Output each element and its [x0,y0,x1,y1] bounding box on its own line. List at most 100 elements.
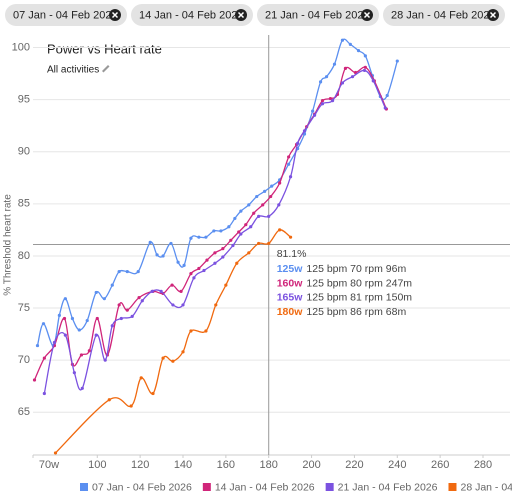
data-point [41,322,46,326]
data-point [237,230,241,234]
data-point [189,272,193,276]
legend-label: 28 Jan - 04 Feb 2026 [460,481,512,493]
legend-label: 07 Jan - 04 Feb 2026 [92,481,192,493]
data-point [151,391,155,396]
tooltip-power: 125w [277,263,304,275]
legend-swatch [202,483,211,491]
data-point [110,324,114,328]
data-point [181,350,185,354]
data-point [252,211,256,215]
tooltip-detail: 125 bpm 80 rpm 247m [306,277,412,289]
data-point [171,359,175,363]
data-point [79,353,84,357]
data-point [288,235,293,239]
chip-close-x [363,11,371,19]
data-point [350,75,355,79]
data-point [136,269,140,274]
data-point [244,223,248,227]
legend-item[interactable]: 14 Jan - 04 Feb 2026 [202,481,315,493]
x-tick-label: 140 [174,459,192,471]
data-point [189,236,193,240]
chip-label: 14 Jan - 04 Feb 2026 [139,9,244,21]
data-point [181,303,185,307]
chip-close-x [489,11,497,19]
data-point [320,99,325,103]
data-point [229,238,233,242]
chip-bg [131,4,253,26]
data-point [137,296,141,300]
data-point [288,175,293,179]
chip-label: 21 Jan - 04 Feb 2026 [265,9,370,21]
legend-item[interactable]: 28 Jan - 04 Feb 2026 [448,481,512,493]
chip-label: 28 Jan - 04 Feb 2026 [391,9,496,21]
tooltip-detail: 125 bpm 70 rpm 96m [306,263,406,275]
data-point [85,318,89,323]
data-point [148,240,152,244]
data-point [287,162,291,166]
data-point [227,225,231,229]
data-point [214,303,218,307]
data-point [362,68,367,73]
filter-chip[interactable]: 21 Jan - 04 Feb 2026 [257,4,379,26]
tooltip-header: 81.1% [277,248,307,260]
data-point [221,255,225,259]
y-tick-label: 90 [18,146,30,158]
data-point [239,209,243,213]
data-point [171,303,175,307]
x-tick-label: 280 [474,459,492,471]
legend: 07 Jan - 04 Feb 2026 14 Jan - 04 Feb 2026… [80,481,512,493]
data-point [277,203,281,207]
data-point [270,184,274,188]
filter-chip[interactable]: 28 Jan - 04 Feb 2026 [383,4,505,26]
legend-item[interactable]: 07 Jan - 04 Feb 2026 [80,481,192,493]
data-point [328,96,333,101]
data-point [117,303,121,307]
data-point [103,358,107,362]
data-point [130,314,134,318]
legend-item[interactable]: 21 Jan - 04 Feb 2026 [325,481,438,493]
data-point [247,203,251,207]
data-point [117,269,121,274]
data-point [213,261,217,265]
series-line [33,66,387,381]
x-tick-label: 200 [302,459,320,471]
data-point [287,155,291,159]
edit-icon[interactable] [102,65,110,73]
x-tick-label: 70w [39,459,59,471]
data-point [302,129,307,133]
data-point [189,329,193,333]
data-point [161,254,165,258]
chip-close-x [111,11,119,19]
x-tick-label: 240 [388,459,406,471]
data-point [261,203,265,207]
filter-chip[interactable]: 14 Jan - 04 Feb 2026 [131,4,253,26]
data-point [233,216,237,221]
data-point [340,81,345,85]
data-point [197,235,201,239]
filter-chip[interactable]: 07 Jan - 04 Feb 2026 [5,4,127,26]
data-point [330,99,335,103]
data-point [311,109,315,113]
data-point [53,451,58,455]
series-line [55,229,291,454]
data-point [235,261,239,265]
data-point [159,289,163,293]
data-point [296,141,300,145]
data-point [263,189,267,193]
data-point [371,79,375,83]
data-point [95,316,99,321]
data-point [197,266,201,271]
data-point [179,289,183,293]
tooltip-row: 125w 125 bpm 70 rpm 96m [277,263,407,275]
x-tick-label: 220 [345,459,363,471]
data-point [363,54,367,58]
data-point [63,297,67,301]
data-point [224,283,228,287]
data-point [62,316,67,321]
data-point [57,313,61,317]
data-point [231,243,235,248]
data-point [204,235,208,239]
chart-subtitle[interactable]: All activities [47,65,99,76]
data-point [94,333,98,337]
